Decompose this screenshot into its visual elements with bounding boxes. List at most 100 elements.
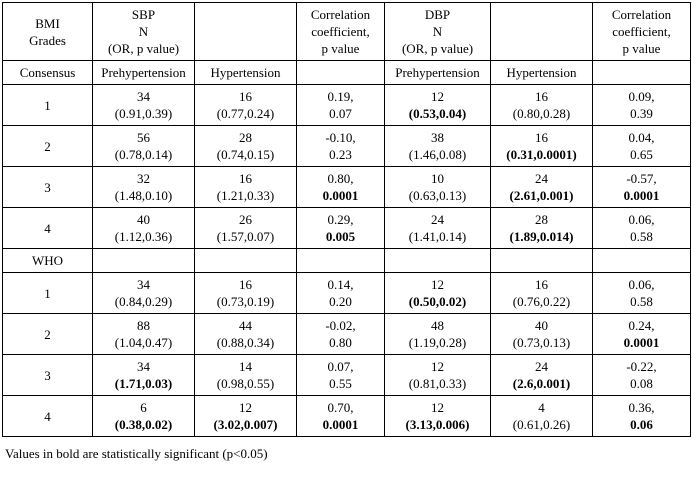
grade-row: 1 34 (0.91,0.39) 16 (0.77,0.24) 0.19, 0.07 12 (0… <box>2 84 691 126</box>
cell-count-value: 0.29, <box>327 212 354 227</box>
cell-or-pvalue: (1.71,0.03) <box>114 376 173 391</box>
cell-count-value: 48 <box>431 318 444 333</box>
cell-or-pvalue: (0.84,0.29) <box>114 294 173 309</box>
data-cell: 10 (0.63,0.13) <box>384 166 491 208</box>
table-body: 1 34 (0.91,0.39) 16 (0.77,0.24) 0.19, 0.07 12 (0… <box>2 84 691 437</box>
data-cell: 34 (1.71,0.03) <box>92 354 195 396</box>
cell-count-value: 16 <box>535 89 548 104</box>
header-empty-cell <box>194 2 297 61</box>
data-cell: 0.19, 0.07 <box>296 84 385 126</box>
data-cell: 16 (1.21,0.33) <box>194 166 297 208</box>
grade-label: 4 <box>2 395 93 437</box>
grade-label: 3 <box>2 166 93 208</box>
section-label: WHO <box>2 248 93 273</box>
grade-row: 2 88 (1.04,0.47) 44 (0.88,0.34) -0.02, 0.80 48 (… <box>2 313 691 355</box>
data-cell: 12 (0.53,0.04) <box>384 84 491 126</box>
data-cell: 40 (1.12,0.36) <box>92 207 195 249</box>
cell-or-pvalue: (0.53,0.04) <box>408 106 467 121</box>
cell-count-value: 24 <box>535 171 548 186</box>
grade-row: 3 32 (1.48,0.10) 16 (1.21,0.33) 0.80, 0.0001 10… <box>2 166 691 208</box>
data-cell: 38 (1.46,0.08) <box>384 125 491 167</box>
cell-or-pvalue: 0.005 <box>325 229 356 244</box>
cell-or-pvalue: (1.19,0.28) <box>408 335 467 350</box>
data-cell <box>592 248 691 273</box>
data-cell: -0.10, 0.23 <box>296 125 385 167</box>
data-cell: 16 (0.77,0.24) <box>194 84 297 126</box>
data-cell: 12 (3.13,0.006) <box>384 395 491 437</box>
cell-or-pvalue: (0.88,0.34) <box>216 335 275 350</box>
cell-count-value: 38 <box>431 130 444 145</box>
cell-or-pvalue: (0.76,0.22) <box>512 294 571 309</box>
cell-or-pvalue: (3.02,0.007) <box>213 417 278 432</box>
cell-count-value: 56 <box>137 130 150 145</box>
cell-count-value: 4 <box>538 400 545 415</box>
grade-row: 4 6 (0.38,0.02) 12 (3.02,0.007) 0.70, 0.0001 12… <box>2 395 691 437</box>
header-row-1: BMI Grades SBP N (OR, p value) Correlati… <box>2 2 691 61</box>
cell-count-value: 34 <box>137 89 150 104</box>
cell-or-pvalue: (0.74,0.15) <box>216 147 275 162</box>
data-cell <box>194 248 297 273</box>
data-cell: 4 (0.61,0.26) <box>490 395 593 437</box>
data-cell: 32 (1.48,0.10) <box>92 166 195 208</box>
cell-count-value: 0.04, <box>628 130 655 145</box>
cell-count-value: 40 <box>137 212 150 227</box>
cell-count-value: 0.19, <box>327 89 354 104</box>
cell-count-value: -0.22, <box>626 359 657 374</box>
table-header: BMI Grades SBP N (OR, p value) Correlati… <box>2 2 691 85</box>
cell-or-pvalue: 0.65 <box>630 147 653 162</box>
cell-or-pvalue: (0.50,0.02) <box>408 294 467 309</box>
cell-or-pvalue: (1.12,0.36) <box>114 229 173 244</box>
section-row: WHO <box>2 248 691 273</box>
cell-count-value: 16 <box>239 89 252 104</box>
cell-count-value: 0.06, <box>628 212 655 227</box>
grade-label: 2 <box>2 125 93 167</box>
data-cell: 24 (2.6,0.001) <box>490 354 593 396</box>
cell-count-value: 28 <box>535 212 548 227</box>
header-dbp-prehypertension: Prehypertension <box>384 60 491 85</box>
cell-count-value: 34 <box>137 359 150 374</box>
cell-or-pvalue: 0.20 <box>329 294 352 309</box>
cell-or-pvalue: (1.46,0.08) <box>408 147 467 162</box>
data-cell: 24 (1.41,0.14) <box>384 207 491 249</box>
cell-count-value: 24 <box>431 212 444 227</box>
data-cell: 0.14, 0.20 <box>296 272 385 314</box>
cell-or-pvalue: (2.61,0.001) <box>509 188 574 203</box>
cell-count-value: 40 <box>535 318 548 333</box>
data-cell: -0.02, 0.80 <box>296 313 385 355</box>
cell-count-value: 0.07, <box>327 359 354 374</box>
data-cell: 28 (1.89,0.014) <box>490 207 593 249</box>
header-empty-cell <box>296 60 385 85</box>
cell-count-value: 12 <box>431 89 444 104</box>
grade-label: 1 <box>2 272 93 314</box>
cell-or-pvalue: (0.38,0.02) <box>114 417 173 432</box>
data-cell: 0.07, 0.55 <box>296 354 385 396</box>
cell-count-value: -0.02, <box>325 318 356 333</box>
cell-count-value: 0.06, <box>628 277 655 292</box>
data-cell: 16 (0.31,0.0001) <box>490 125 593 167</box>
cell-or-pvalue: 0.23 <box>329 147 352 162</box>
cell-or-pvalue: 0.07 <box>329 106 352 121</box>
data-cell: 16 (0.80,0.28) <box>490 84 593 126</box>
grade-label: 4 <box>2 207 93 249</box>
cell-or-pvalue: (1.48,0.10) <box>114 188 173 203</box>
cell-or-pvalue: 0.06 <box>630 417 653 432</box>
cell-or-pvalue: 0.0001 <box>322 417 359 432</box>
grade-label: 2 <box>2 313 93 355</box>
cell-or-pvalue: (0.77,0.24) <box>216 106 275 121</box>
cell-count-value: 0.09, <box>628 89 655 104</box>
header-bmi-grades: BMI Grades <box>2 2 93 61</box>
cell-or-pvalue: (0.80,0.28) <box>512 106 571 121</box>
grade-label: 1 <box>2 84 93 126</box>
cell-or-pvalue: (1.04,0.47) <box>114 335 173 350</box>
data-cell: 0.06, 0.58 <box>592 272 691 314</box>
data-cell: 0.04, 0.65 <box>592 125 691 167</box>
bmi-bp-statistics-table: BMI Grades SBP N (OR, p value) Correlati… <box>2 2 691 437</box>
data-cell: 34 (0.91,0.39) <box>92 84 195 126</box>
cell-or-pvalue: (3.13,0.006) <box>405 417 470 432</box>
cell-count-value: 16 <box>239 277 252 292</box>
grade-row: 3 34 (1.71,0.03) 14 (0.98,0.55) 0.07, 0.55 12 (0… <box>2 354 691 396</box>
data-cell: 0.09, 0.39 <box>592 84 691 126</box>
data-cell: 0.70, 0.0001 <box>296 395 385 437</box>
cell-count-value: 12 <box>431 277 444 292</box>
cell-count-value: -0.57, <box>626 171 657 186</box>
